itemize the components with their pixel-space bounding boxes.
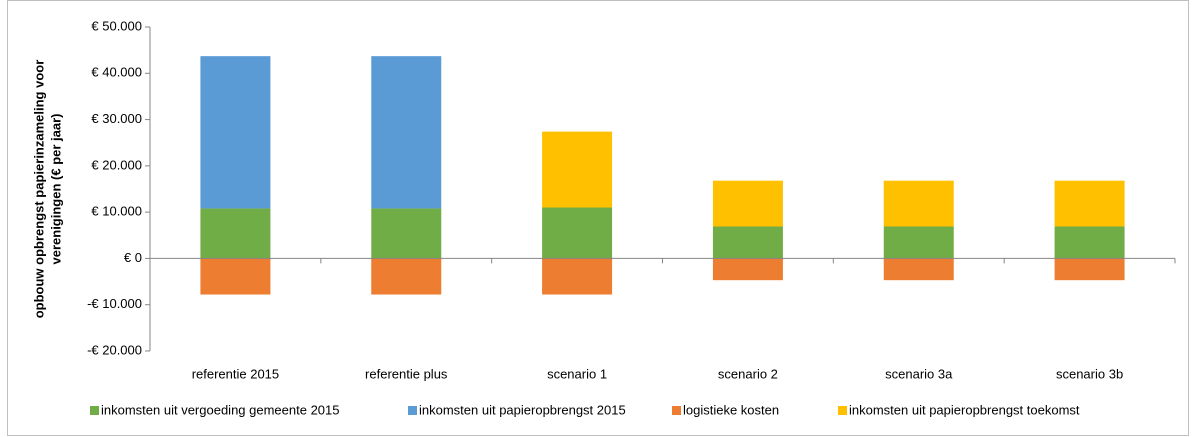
- x-tick-label: scenario 1: [547, 366, 607, 381]
- bar-segment: [542, 258, 613, 295]
- legend-label: inkomsten uit papieropbrengst toekomst: [849, 402, 1080, 417]
- bar-segment: [200, 208, 271, 259]
- bar-segment: [371, 56, 442, 209]
- bar-segment: [883, 258, 954, 281]
- bar-segment: [542, 131, 613, 208]
- y-tick-label: -€ 20.000: [87, 342, 142, 357]
- y-tick-label: € 40.000: [91, 65, 142, 80]
- y-tick-label: € 30.000: [91, 111, 142, 126]
- y-axis-label: verenigingen (€ per jaar): [48, 114, 63, 265]
- y-tick-label: € 10.000: [91, 204, 142, 219]
- legend-label: inkomsten uit papieropbrengst 2015: [419, 402, 626, 417]
- bar-segment: [1054, 226, 1125, 259]
- y-axis-label: opbouw opbrengst papierinzameling voor: [31, 60, 46, 319]
- legend-label: logistieke kosten: [683, 402, 779, 417]
- bar-segment: [200, 56, 271, 209]
- x-tick-label: scenario 3b: [1056, 366, 1123, 381]
- x-tick-label: referentie 2015: [192, 366, 279, 381]
- bar-segment: [371, 258, 442, 295]
- legend-swatch: [408, 406, 417, 415]
- x-tick-label: referentie plus: [365, 366, 448, 381]
- y-tick-label: € 20.000: [91, 157, 142, 172]
- bar-segment: [883, 180, 954, 227]
- legend-swatch: [672, 406, 681, 415]
- bar-segment: [883, 226, 954, 259]
- y-tick-label: -€ 10.000: [87, 296, 142, 311]
- legend-swatch: [838, 406, 847, 415]
- bar-segment: [371, 208, 442, 259]
- bar-segment: [712, 226, 783, 259]
- bar-segment: [712, 180, 783, 227]
- bar-segment: [1054, 258, 1125, 281]
- legend-swatch: [90, 406, 99, 415]
- bar-segment: [542, 207, 613, 259]
- bar-segment: [712, 258, 783, 281]
- x-tick-label: scenario 2: [718, 366, 778, 381]
- y-tick-label: € 50.000: [91, 18, 142, 33]
- bar-segment: [1054, 180, 1125, 227]
- legend-label: inkomsten uit vergoeding gemeente 2015: [101, 402, 340, 417]
- x-tick-label: scenario 3a: [885, 366, 953, 381]
- y-tick-label: € 0: [124, 250, 142, 265]
- bar-segment: [200, 258, 271, 295]
